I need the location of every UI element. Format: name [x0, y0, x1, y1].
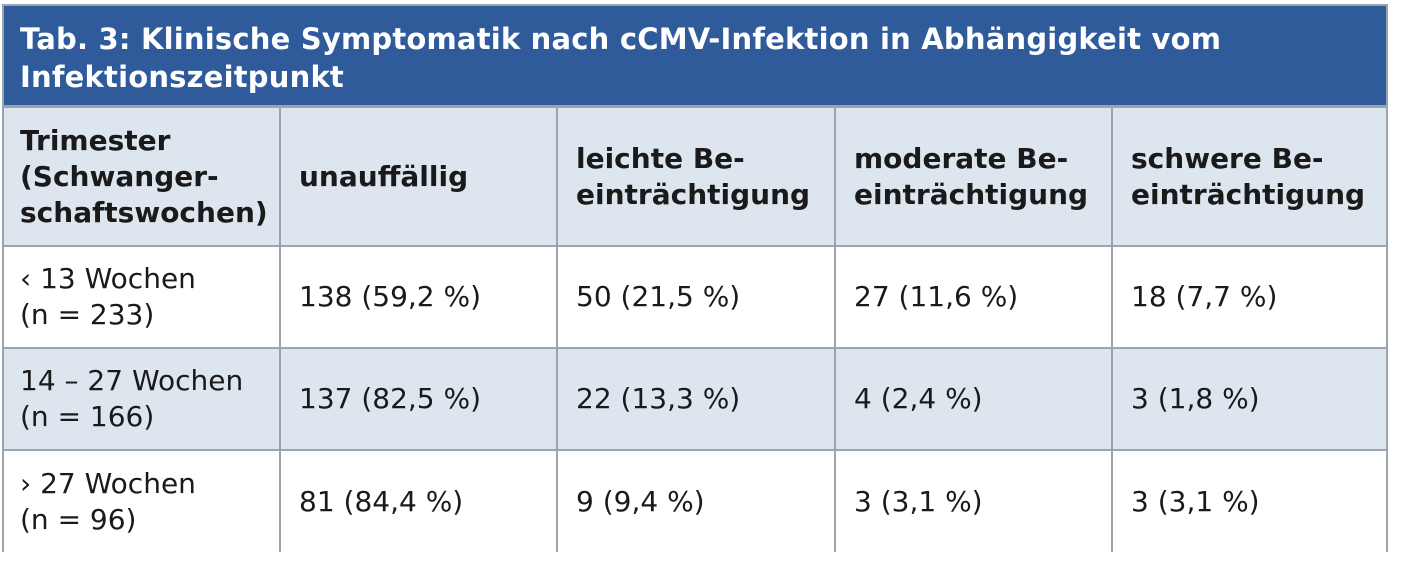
row-label: › 27 Wochen (n = 96)	[4, 449, 281, 552]
row-label: 14 – 27 Wochen (n = 166)	[4, 347, 281, 451]
table-cell: 3 (1,8 %)	[1111, 347, 1386, 451]
table-cell: 18 (7,7 %)	[1111, 245, 1386, 349]
table-row: 14 – 27 Wochen (n = 166) 137 (82,5 %) 22…	[4, 347, 1386, 451]
table-row: ‹ 13 Wochen (n = 233) 138 (59,2 %) 50 (2…	[4, 245, 1386, 349]
table-cell: 22 (13,3 %)	[556, 347, 836, 451]
header-leichte: leichte Be- einträchtigung	[556, 108, 836, 247]
table-cell: 4 (2,4 %)	[834, 347, 1113, 451]
table-cell: 81 (84,4 %)	[279, 449, 558, 552]
header-moderate: moderate Be- einträchtigung	[834, 108, 1113, 247]
table-cell: 137 (82,5 %)	[279, 347, 558, 451]
table-cell: 27 (11,6 %)	[834, 245, 1113, 349]
table-cell: 50 (21,5 %)	[556, 245, 836, 349]
table-row: › 27 Wochen (n = 96) 81 (84,4 %) 9 (9,4 …	[4, 449, 1386, 552]
table-title: Tab. 3: Klinische Symptomatik nach cCMV-…	[4, 6, 1386, 108]
header-trimester: Trimester (Schwanger- schaftswochen)	[4, 108, 281, 247]
row-label: ‹ 13 Wochen (n = 233)	[4, 245, 281, 349]
header-row: Trimester (Schwanger- schaftswochen) una…	[4, 108, 1386, 247]
table-cell: 138 (59,2 %)	[279, 245, 558, 349]
data-table: Trimester (Schwanger- schaftswochen) una…	[4, 108, 1386, 552]
clinical-symptoms-table: Tab. 3: Klinische Symptomatik nach cCMV-…	[2, 4, 1388, 552]
table-cell: 3 (3,1 %)	[1111, 449, 1386, 552]
header-unauffaellig: unauffällig	[279, 108, 558, 247]
table-cell: 3 (3,1 %)	[834, 449, 1113, 552]
header-schwere: schwere Be- einträchtigung	[1111, 108, 1386, 247]
table-cell: 9 (9,4 %)	[556, 449, 836, 552]
